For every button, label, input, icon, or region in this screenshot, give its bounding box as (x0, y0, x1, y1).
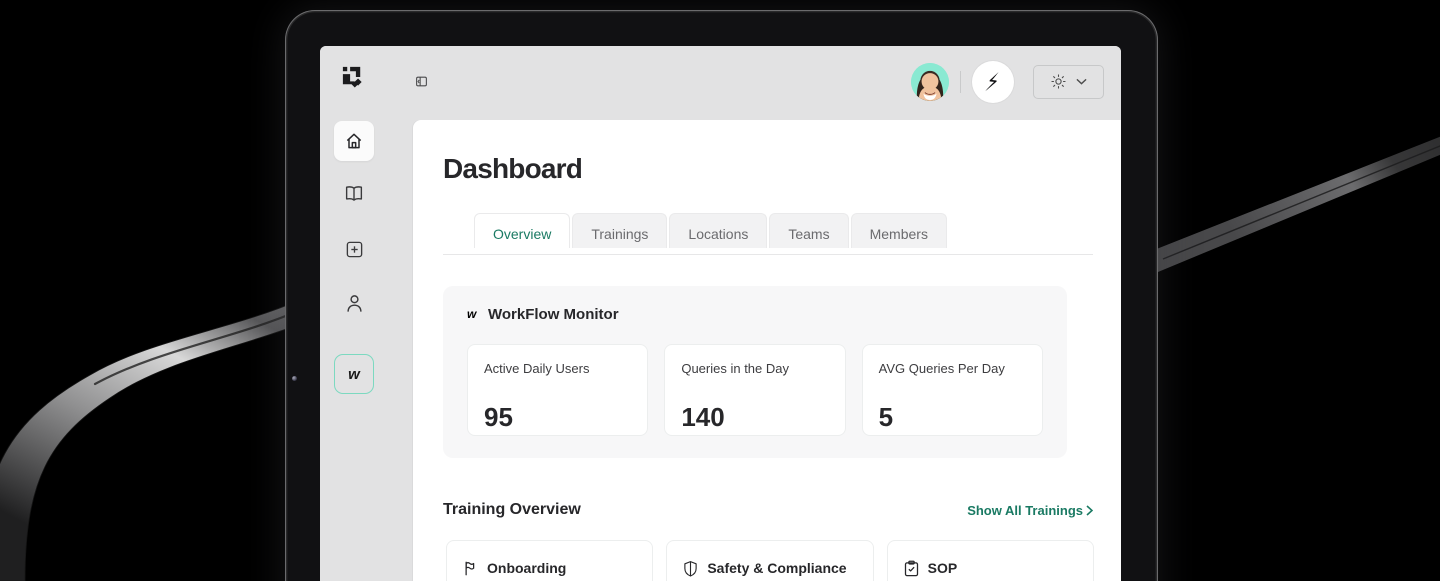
svg-text:w: w (467, 308, 478, 321)
